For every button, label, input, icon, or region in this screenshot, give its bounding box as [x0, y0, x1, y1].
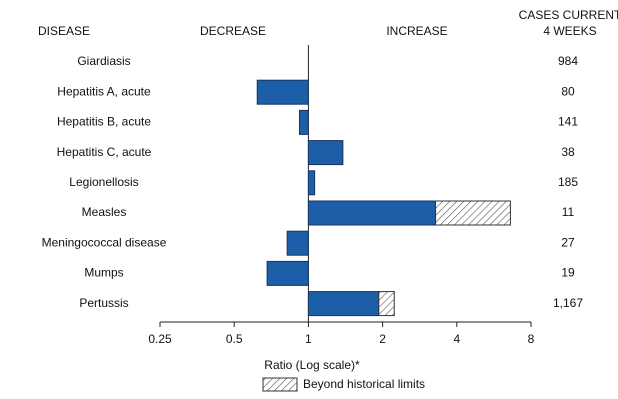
bar: [256, 79, 309, 105]
x-axis-label: Ratio (Log scale)*: [264, 358, 360, 372]
cases-label: 141: [558, 115, 578, 129]
bar: [307, 200, 437, 226]
x-tick-label: 0.25: [148, 332, 172, 346]
disease-label: Pertussis: [79, 296, 128, 310]
bar: [286, 230, 309, 256]
x-tick-label: 2: [379, 332, 386, 346]
bar: [307, 291, 380, 317]
disease-label: Giardiasis: [77, 54, 130, 68]
legend-label: Beyond historical limits: [303, 377, 425, 391]
bar: [266, 260, 309, 286]
bar: [307, 140, 344, 166]
cases-label: 80: [561, 84, 575, 98]
header-decrease: DECREASE: [200, 24, 266, 38]
bar-beyond-limits: [378, 291, 395, 317]
bar: [307, 170, 316, 196]
disease-label: Legionellosis: [69, 175, 138, 189]
disease-label: Mumps: [84, 266, 123, 280]
bar-beyond-limits: [435, 200, 511, 226]
header-disease: DISEASE: [38, 24, 90, 38]
cases-label: 11: [562, 205, 575, 219]
x-tick-label: 1: [305, 332, 312, 346]
cases-label: 1,167: [553, 296, 583, 310]
header-cases: CASES CURRENT: [519, 8, 618, 22]
header-cases: 4 WEEKS: [543, 24, 596, 38]
cases-label: 984: [558, 54, 578, 68]
disease-label: Hepatitis A, acute: [57, 84, 151, 98]
cases-label: 19: [561, 266, 575, 280]
legend-swatch: [262, 377, 298, 392]
cases-label: 185: [558, 175, 578, 189]
x-tick-label: 4: [453, 332, 460, 346]
bar: [298, 109, 309, 135]
disease-label: Meningococcal disease: [42, 235, 167, 249]
cases-label: 38: [561, 145, 575, 159]
header-increase: INCREASE: [386, 24, 447, 38]
disease-label: Measles: [82, 205, 127, 219]
x-tick-label: 8: [528, 332, 535, 346]
disease-label: Hepatitis C, acute: [57, 145, 152, 159]
x-tick-label: 0.5: [226, 332, 243, 346]
cases-label: 27: [561, 235, 575, 249]
disease-label: Hepatitis B, acute: [57, 115, 151, 129]
